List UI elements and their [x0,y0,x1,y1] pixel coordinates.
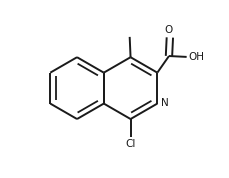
Text: Cl: Cl [125,139,135,149]
Text: OH: OH [188,52,204,62]
Text: O: O [164,25,172,35]
Text: N: N [161,98,168,108]
